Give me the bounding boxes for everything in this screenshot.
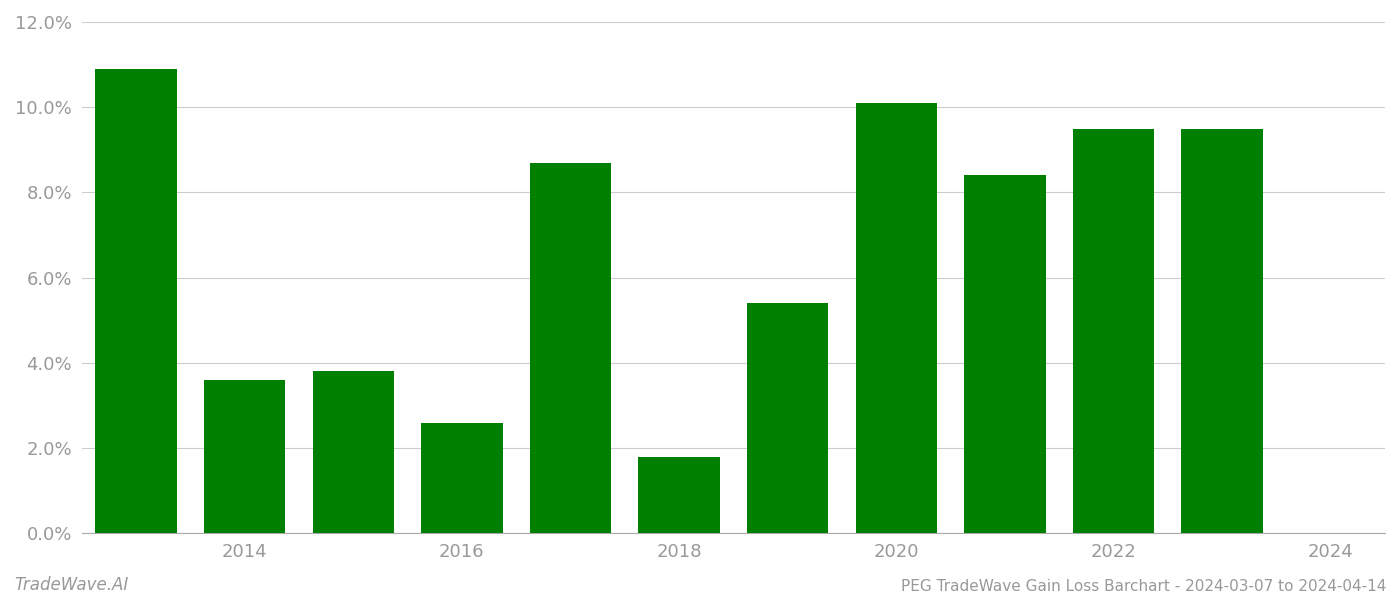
Bar bbox=[965, 175, 1046, 533]
Bar bbox=[855, 103, 937, 533]
Text: TradeWave.AI: TradeWave.AI bbox=[14, 576, 129, 594]
Bar bbox=[204, 380, 286, 533]
Bar bbox=[312, 371, 393, 533]
Bar bbox=[748, 303, 829, 533]
Text: PEG TradeWave Gain Loss Barchart - 2024-03-07 to 2024-04-14: PEG TradeWave Gain Loss Barchart - 2024-… bbox=[900, 579, 1386, 594]
Bar bbox=[95, 69, 176, 533]
Bar bbox=[529, 163, 612, 533]
Bar bbox=[421, 422, 503, 533]
Bar bbox=[1072, 128, 1154, 533]
Bar bbox=[638, 457, 720, 533]
Bar bbox=[1182, 128, 1263, 533]
